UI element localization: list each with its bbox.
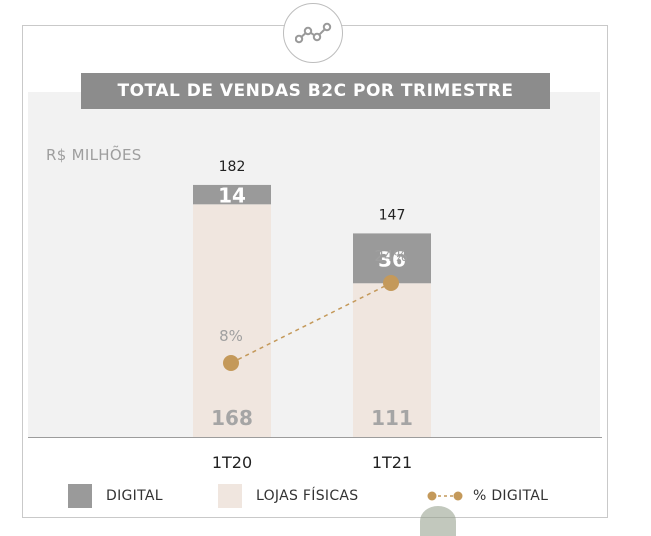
bar-lojas-fisicas-1T20 [193,204,271,437]
bar-chart: 14 168 182 1T20 36 111 147 1T21 8% 24% [193,159,431,472]
total-label-1T21: 147 [379,207,406,223]
bar-digital-1T20 [193,184,271,205]
legend-swatch-digital [68,484,92,508]
x-tick-label-1T20: 1T20 [212,453,252,472]
legend-label-lojas-fisicas: LOJAS FÍSICAS [256,488,359,504]
line-chart-nodes-icon [283,3,343,63]
point-pct-digital-1T21 [383,275,399,291]
legend-label-pct-digital: % DIGITAL [473,488,549,504]
data-label-lojas-fisicas-1T21: 111 [371,406,413,430]
bar-digital-1T21 [353,233,431,284]
legend-item-digital: DIGITAL [68,483,163,509]
data-label-digital-1T20: 14 [218,184,246,208]
x-tick-label-1T21: 1T21 [372,453,412,472]
total-label-1T20: 182 [219,159,246,175]
line-pct-digital [230,282,392,364]
data-label-lojas-fisicas-1T20: 168 [211,406,253,430]
label-pct-digital-1T20: 8% [219,327,243,345]
legend-line-pct-digital-icon [427,491,463,501]
legend-item-pct-digital: % DIGITAL [427,483,548,509]
legend-label-digital: DIGITAL [106,488,163,504]
data-label-digital-1T21: 36 [378,247,406,271]
x-axis-baseline [28,437,602,438]
legend-item-lojas-fisicas: LOJAS FÍSICAS [218,483,358,509]
decorative-plant-edge [420,506,456,536]
unit-label: R$ MILHÕES [46,146,142,164]
bar-lojas-fisicas-1T21 [353,283,431,437]
chart-title: TOTAL DE VENDAS B2C POR TRIMESTRE [81,73,550,109]
label-pct-digital-1T21: 24% [374,247,407,265]
legend-swatch-lojas-fisicas [218,484,242,508]
point-pct-digital-1T20 [223,355,239,371]
plot-background [28,92,600,438]
